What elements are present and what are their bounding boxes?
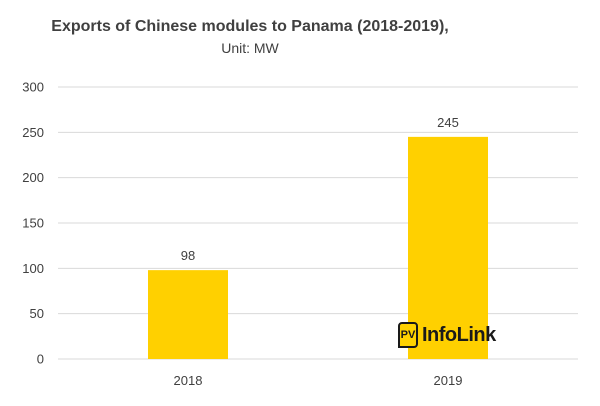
- logo-wordmark: InfoLink: [422, 323, 496, 346]
- x-tick-label-2018: 2018: [174, 373, 203, 388]
- x-tick-label-2019: 2019: [434, 373, 463, 388]
- y-tick-label: 0: [37, 352, 44, 367]
- bar-2019: [408, 136, 488, 359]
- data-label-2019: 245: [437, 115, 459, 130]
- chart-subtitle: Unit: MW: [221, 40, 279, 56]
- pv-logo-icon: PV: [398, 322, 418, 348]
- x-axis-ticks: 2018 2019: [174, 373, 463, 388]
- data-labels: 98 245: [181, 115, 459, 263]
- bar-2018: [148, 270, 228, 359]
- infolink-logo: PV InfoLink: [398, 322, 496, 348]
- y-tick-label: 200: [22, 170, 44, 185]
- data-label-2018: 98: [181, 248, 195, 263]
- y-tick-label: 250: [22, 125, 44, 140]
- y-tick-label: 150: [22, 216, 44, 231]
- chart-title: Exports of Chinese modules to Panama (20…: [51, 18, 449, 35]
- gridlines: [58, 86, 578, 360]
- y-tick-label: 100: [22, 261, 44, 276]
- bars: [148, 136, 488, 359]
- y-tick-label: 50: [30, 306, 44, 321]
- y-axis-ticks: 0 50 100 150 200 250 300: [22, 80, 44, 367]
- y-tick-label: 300: [22, 80, 44, 95]
